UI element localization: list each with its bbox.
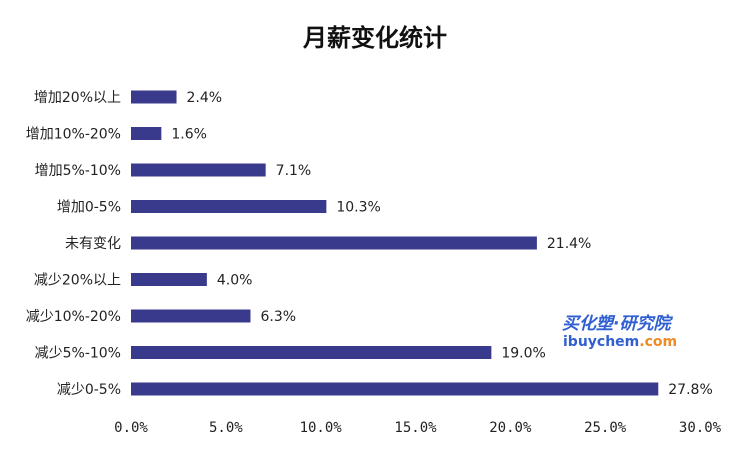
value-label: 1.6%: [171, 127, 207, 143]
x-tick-label: 20.0%: [489, 420, 532, 436]
x-tick-label: 10.0%: [300, 420, 343, 436]
category-label: 增加5%-10%: [35, 163, 121, 179]
category-label: 减少0-5%: [57, 382, 121, 398]
category-label: 增加0-5%: [57, 200, 121, 216]
plot-area: 增加20%以上 2.4% 增加10%-20% 1.6% 增加5%-10% 7.1% 增加0-…: [26, 90, 722, 436]
category-label: 减少20%以上: [34, 273, 121, 289]
value-label: 27.8%: [668, 382, 712, 398]
watermark: 买化塑·研究院 ibuychem.com: [562, 314, 677, 350]
value-label: 21.4%: [547, 236, 591, 252]
bar: [131, 127, 162, 140]
bar: [131, 90, 177, 104]
category-label: 增加20%以上: [34, 90, 121, 106]
watermark-site-suffix: .com: [639, 334, 677, 350]
x-tick-label: 30.0%: [679, 420, 722, 436]
category-label: 增加10%-20%: [26, 127, 121, 143]
bar: [131, 309, 251, 323]
category-label: 未有变化: [65, 236, 121, 252]
watermark-site: ibuychem.com: [563, 334, 677, 350]
x-tick-label: 25.0%: [584, 420, 627, 436]
bar: [131, 273, 207, 286]
bar: [131, 346, 492, 359]
value-label: 4.0%: [217, 273, 253, 289]
x-tick-label: 0.0%: [114, 420, 148, 436]
bar: [131, 163, 266, 177]
bar: [131, 382, 659, 396]
category-label: 减少5%-10%: [35, 346, 121, 362]
value-label: 2.4%: [187, 90, 223, 106]
bar: [131, 236, 537, 250]
x-tick-label: 5.0%: [209, 420, 243, 436]
value-label: 10.3%: [336, 200, 380, 216]
watermark-brand: 买化塑·研究院: [562, 314, 673, 334]
value-label: 6.3%: [260, 309, 296, 325]
watermark-site-main: ibuychem: [563, 334, 639, 350]
x-tick-label: 15.0%: [394, 420, 437, 436]
chart-title: 月薪变化统计: [302, 23, 447, 52]
value-label: 19.0%: [501, 346, 545, 362]
bar: [131, 200, 327, 213]
value-label: 7.1%: [276, 163, 312, 179]
category-label: 减少10%-20%: [26, 309, 121, 325]
